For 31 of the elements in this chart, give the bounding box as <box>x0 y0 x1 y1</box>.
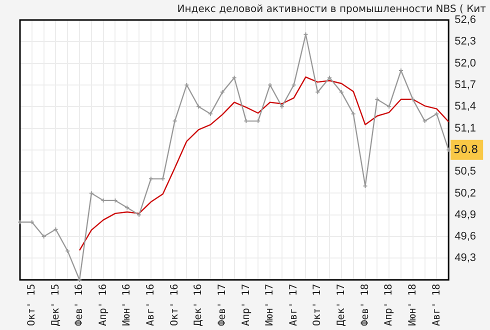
annotation: 50.8 <box>454 142 478 156</box>
y-tick-label: 51,7 <box>454 78 476 91</box>
x-tick-label: Апр' 17 <box>240 284 252 326</box>
x-tick-label: Окт' 17 <box>312 284 324 326</box>
y-tick-label: 50,5 <box>454 166 476 178</box>
x-tick-label: Дек' 16 <box>193 284 204 326</box>
x-tick-label: Дек' 17 <box>336 284 348 326</box>
chart-title: Индекс деловой активности в промышленности NBS ( Кит <box>177 4 486 15</box>
x-tick-label: Июн' 17 <box>264 284 276 326</box>
x-tick-label: Фев' 18 <box>360 284 371 326</box>
x-tick-label: Авг' 18 <box>431 284 442 326</box>
x-tick-label: Фев' 16 <box>74 284 86 326</box>
y-tick-label: 52,6 <box>454 14 476 26</box>
x-tick-label: Авг' 16 <box>146 284 157 326</box>
y-tick-label: 51,1 <box>454 122 476 134</box>
y-tick-label: 50,2 <box>454 187 476 200</box>
y-tick-label: 49,9 <box>454 208 476 221</box>
x-tick-label: Окт' 15 <box>26 284 38 326</box>
y-tick-label: 49,3 <box>454 252 476 264</box>
y-tick-label: 49,6 <box>454 230 476 243</box>
x-tick-label: Июн' 18 <box>407 284 418 326</box>
x-tick-label: Июн' 16 <box>122 284 133 326</box>
x-tick-label: Авг' 17 <box>288 284 300 326</box>
x-tick-label: Окт' 16 <box>169 284 180 326</box>
x-tick-label: Апр' 16 <box>98 284 109 326</box>
y-tick-label: 52,3 <box>454 36 476 48</box>
x-tick-label: Дек' 15 <box>50 284 62 326</box>
x-tick-label: Фев' 17 <box>216 284 228 326</box>
y-tick-label: 52,0 <box>454 57 476 70</box>
y-tick-label: 51,4 <box>454 100 476 113</box>
x-tick-label: Апр' 18 <box>384 284 395 326</box>
